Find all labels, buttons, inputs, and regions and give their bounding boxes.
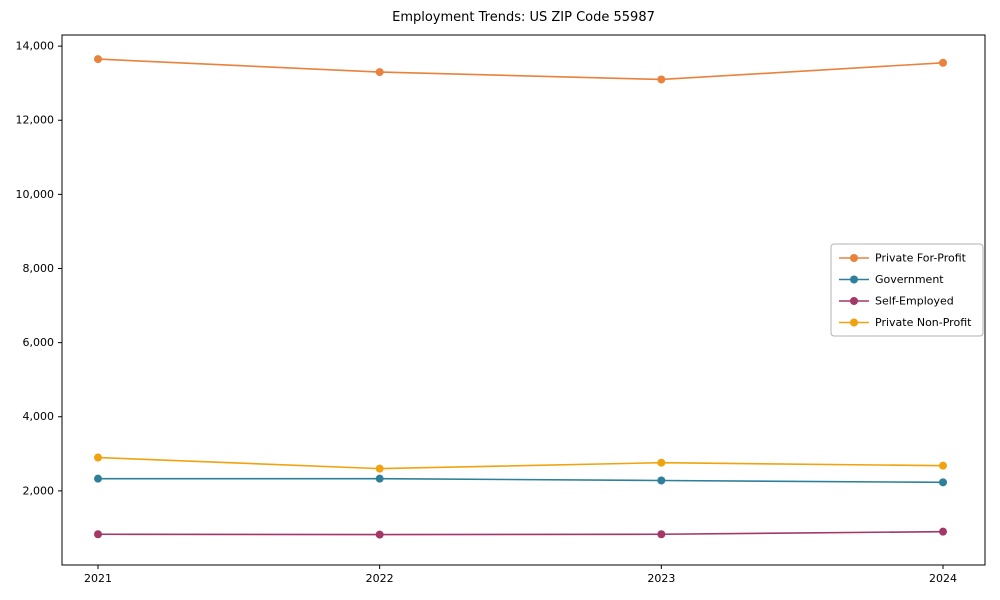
legend-item-government: Government [839, 273, 944, 286]
series-line-government [98, 477, 944, 484]
series-line-self-employed [97, 530, 944, 536]
series-point-self-employed [375, 530, 384, 539]
y-tick-label: 8,000 [23, 262, 55, 275]
series-point-private-for-profit [657, 75, 666, 84]
series-point-government [657, 476, 666, 485]
x-tick-label-2024: 2024 [929, 572, 957, 585]
legend-label-self-employed: Self-Employed [875, 295, 954, 308]
series-point-private-for-profit [94, 55, 102, 64]
series-point-government [94, 474, 102, 483]
series-point-self-employed [939, 527, 947, 536]
series-point-private-for-profit [939, 58, 947, 67]
legend-item-private-non-profit: Private Non-Profit [839, 316, 972, 329]
series-point-private-for-profit [375, 68, 384, 77]
series-line-private-non-profit [97, 456, 944, 470]
y-tick-label: 4,000 [23, 410, 55, 423]
legend-marker-private-for-profit [850, 254, 858, 262]
legend-item-self-employed: Self-Employed [839, 295, 954, 308]
legend-box [830, 243, 984, 337]
legend-marker-private-non-profit [850, 318, 858, 327]
series-line-private-for-profit [97, 58, 944, 81]
plot-border [61, 34, 986, 566]
legend-label-private-non-profit: Private Non-Profit [875, 316, 972, 329]
legend-label-government: Government [875, 273, 944, 286]
series-point-government [375, 474, 384, 483]
x-tick-label-2023: 2023 [647, 572, 675, 585]
series-point-private-non-profit [657, 458, 666, 467]
y-tick-label: 2,000 [23, 484, 55, 497]
y-tick-label: 12,000 [16, 114, 55, 127]
y-tick-label: 6,000 [23, 336, 55, 349]
x-tick-label-2021: 2021 [84, 572, 112, 585]
legend: Private For-Profit Government Self-Employe… [830, 243, 984, 337]
series-point-government [939, 478, 947, 487]
series-point-self-employed [94, 530, 102, 539]
chart-title: Employment Trends: US ZIP Code 55987 [392, 10, 655, 25]
legend-label-private-for-profit: Private For-Profit [875, 252, 967, 265]
series-point-self-employed [657, 530, 666, 539]
legend-marker-government [850, 275, 858, 284]
series-point-private-non-profit [939, 461, 947, 470]
series-point-private-non-profit [375, 464, 384, 473]
legend-item-private-for-profit: Private For-Profit [839, 252, 967, 265]
x-tick-label-2022: 2022 [366, 572, 394, 585]
y-tick-label: 10,000 [16, 188, 55, 201]
y-tick-label: 14,000 [16, 40, 55, 53]
legend-marker-self-employed [850, 297, 858, 305]
series-point-private-non-profit [94, 453, 102, 462]
